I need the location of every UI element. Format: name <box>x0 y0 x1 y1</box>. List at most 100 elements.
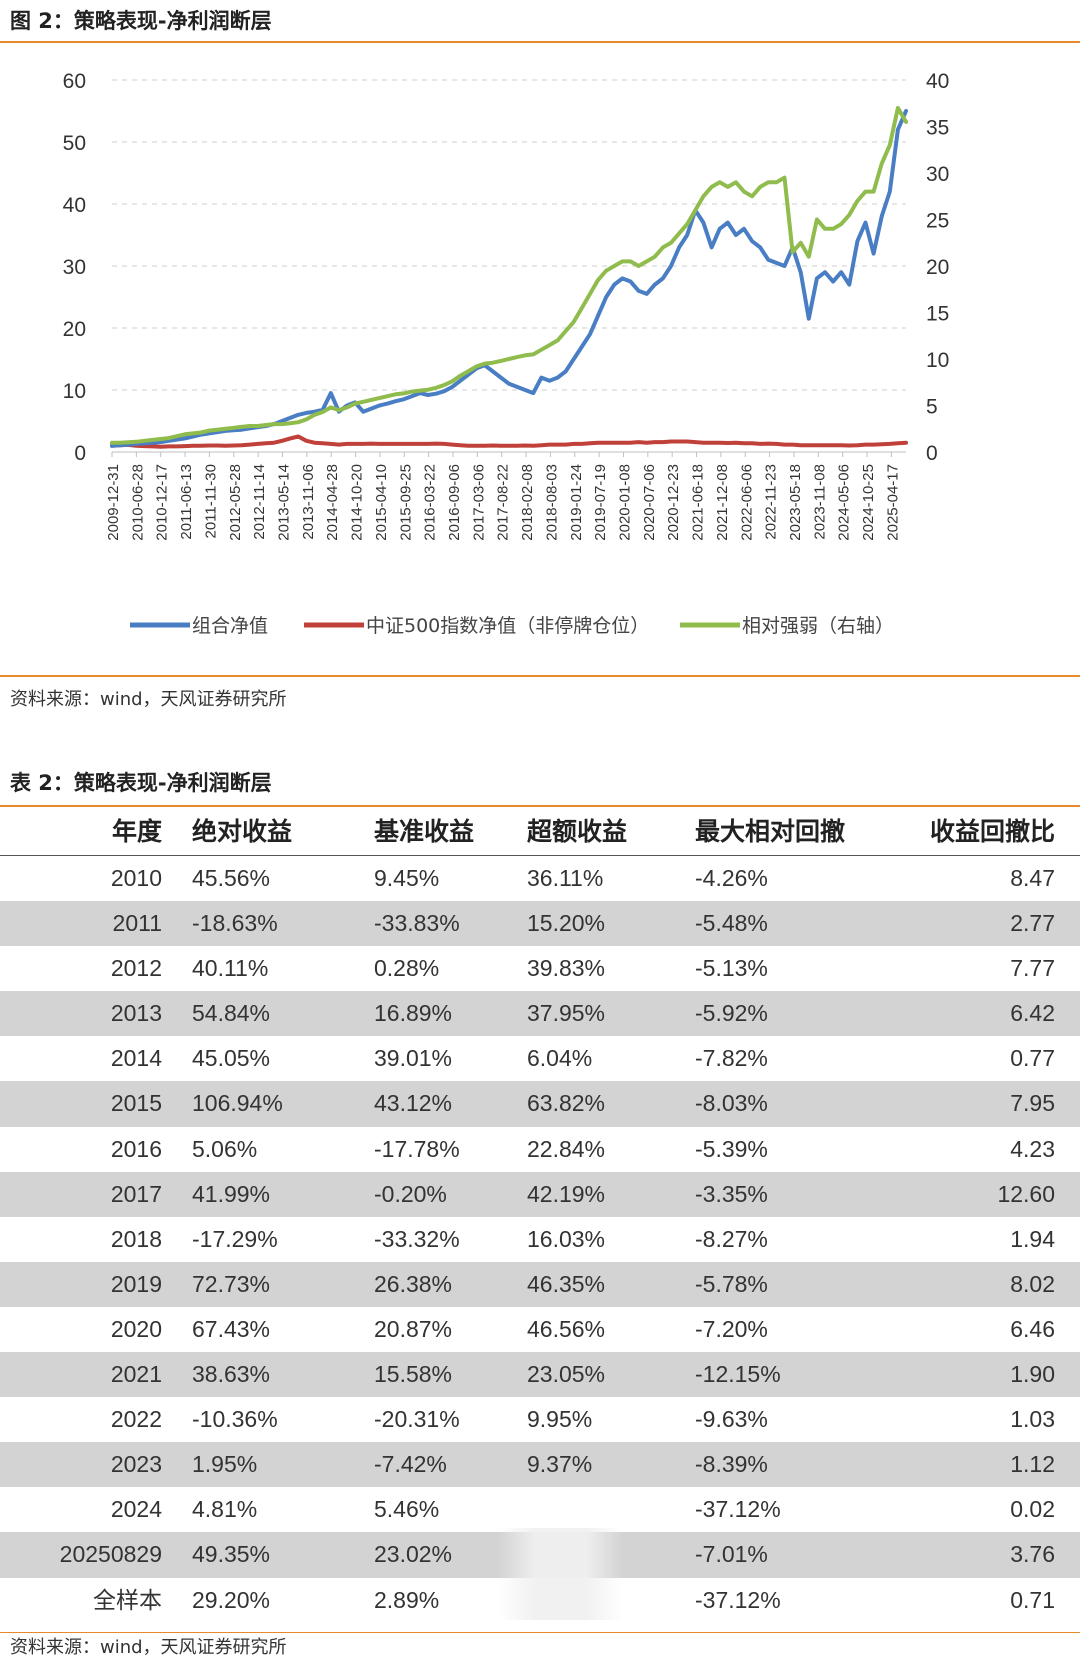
cell-absolute-return: 54.84% <box>192 1000 271 1027</box>
cell-absolute-return: 4.81% <box>192 1496 258 1523</box>
y-right-tick-label: 35 <box>926 117 949 140</box>
cell-return-drawdown-ratio: 12.60 <box>997 1180 1055 1207</box>
cell-max-drawdown: -5.92% <box>695 1000 768 1027</box>
cell-return-drawdown-ratio: 6.42 <box>1010 1000 1055 1027</box>
cell-return-drawdown-ratio: 0.02 <box>1010 1496 1055 1523</box>
y-left-tick-label: 30 <box>63 256 86 279</box>
cell-return-drawdown-ratio: 4.23 <box>1010 1135 1055 1162</box>
cell-excess-return: 46.56% <box>527 1315 606 1342</box>
figure-title: 图 2：策略表现-净利润断层 <box>10 9 272 33</box>
cell-return-drawdown-ratio: 7.77 <box>1010 955 1055 982</box>
cell-excess-return: 9.37% <box>527 1451 593 1478</box>
cell-benchmark-return: -33.32% <box>374 1225 460 1252</box>
cell-absolute-return: 40.11% <box>192 955 269 982</box>
x-tick-label: 2020-07-06 <box>641 464 658 541</box>
x-tick-label: 2018-08-03 <box>543 464 560 541</box>
cell-benchmark-return: 39.01% <box>374 1045 453 1072</box>
table-source: 资料来源：wind，天风证券研究所 <box>10 1637 287 1658</box>
x-tick-label: 2023-05-18 <box>787 464 804 541</box>
cell-max-drawdown: -8.39% <box>695 1451 768 1478</box>
cell-max-drawdown: -12.15% <box>695 1361 781 1388</box>
cell-max-drawdown: -37.12% <box>695 1586 781 1613</box>
y-right-tick-label: 40 <box>926 70 949 93</box>
cell-return-drawdown-ratio: 2.77 <box>1010 910 1055 937</box>
table-row: 2017 41.99% -0.20% 42.19% -3.35% 12.60 <box>0 1171 1080 1217</box>
cell-return-drawdown-ratio: 1.12 <box>1010 1451 1055 1478</box>
x-tick-label: 2019-01-24 <box>568 464 585 541</box>
y-right-tick-label: 30 <box>926 163 949 186</box>
cell-year: 2011 <box>112 910 162 937</box>
cell-year: 2013 <box>110 1000 162 1027</box>
cell-return-drawdown-ratio: 8.02 <box>1010 1270 1055 1297</box>
cell-excess-return: 6.04% <box>527 1045 593 1072</box>
cell-benchmark-return: 9.45% <box>374 865 440 891</box>
cell-benchmark-return: 43.12% <box>374 1090 453 1117</box>
cell-benchmark-return: 2.89% <box>374 1586 440 1613</box>
cell-return-drawdown-ratio: 8.47 <box>1010 865 1055 891</box>
legend-label: 相对强弱（右轴） <box>742 615 894 637</box>
x-tick-label: 2010-12-17 <box>154 464 171 541</box>
cell-absolute-return: 67.43% <box>192 1315 271 1342</box>
table-row: 2021 38.63% 15.58% 23.05% -12.15% 1.90 <box>0 1352 1080 1398</box>
y-left-tick-label: 20 <box>63 318 86 341</box>
cell-return-drawdown-ratio: 6.46 <box>1010 1315 1055 1342</box>
cell-max-drawdown: -4.26% <box>695 865 768 891</box>
x-tick-label: 2013-11-06 <box>300 464 317 540</box>
x-tick-label: 2016-09-06 <box>446 464 463 541</box>
cell-excess-return: 46.35% <box>527 1270 606 1297</box>
cell-max-drawdown: -5.48% <box>695 910 768 937</box>
cell-max-drawdown: -7.20% <box>695 1315 768 1342</box>
table-row: 2020 67.43% 20.87% 46.56% -7.20% 6.46 <box>0 1307 1080 1352</box>
legend-label: 中证500指数净值（非停牌仓位） <box>366 615 649 637</box>
cell-return-drawdown-ratio: 1.94 <box>1010 1225 1055 1252</box>
x-tick-label: 2022-06-06 <box>738 464 755 541</box>
y-right-tick-label: 15 <box>926 303 949 326</box>
cell-max-drawdown: -8.27% <box>695 1225 768 1252</box>
cell-year: 2016 <box>110 1135 162 1162</box>
title-divider <box>0 41 1080 43</box>
x-tick-label: 2011-11-30 <box>202 464 219 539</box>
x-tick-label: 2015-09-25 <box>397 464 414 541</box>
cell-benchmark-return: 23.02% <box>374 1541 453 1568</box>
header-year: 年度 <box>111 817 162 846</box>
cell-absolute-return: 29.20% <box>192 1586 271 1613</box>
cell-absolute-return: -17.29% <box>192 1225 278 1252</box>
x-tick-label: 2017-08-22 <box>495 464 512 541</box>
cell-benchmark-return: -20.31% <box>374 1406 460 1433</box>
cell-benchmark-return: 0.28% <box>374 955 440 982</box>
table-row: 2011 -18.63% -33.83% 15.20% -5.48% 2.77 <box>0 901 1080 947</box>
line-chart: 0 10 20 30 40 50 60 0 5 10 15 20 25 30 35 40 2009-12-31 2… <box>63 70 950 637</box>
cell-year: 2015 <box>110 1090 162 1117</box>
x-tick-label: 2021-06-18 <box>690 464 707 541</box>
cell-absolute-return: -10.36% <box>192 1406 278 1433</box>
cell-return-drawdown-ratio: 3.76 <box>1010 1541 1055 1568</box>
cell-max-drawdown: -5.13% <box>695 955 768 982</box>
header-excess-return: 超额收益 <box>527 817 628 846</box>
table-title: 表 2：策略表现-净利润断层 <box>10 771 272 795</box>
table-row: 全样本 29.20% 2.89% -37.12% 0.71 <box>0 1578 1080 1623</box>
x-tick-label: 2017-03-06 <box>470 464 487 541</box>
cell-benchmark-return: 26.38% <box>374 1270 453 1297</box>
cell-year: 2022 <box>110 1406 162 1433</box>
cell-absolute-return: 45.56% <box>192 865 271 891</box>
x-tick-label: 2024-10-25 <box>860 464 877 541</box>
cell-max-drawdown: -8.03% <box>695 1090 768 1117</box>
x-tick-label: 2020-12-23 <box>665 464 682 541</box>
cell-max-drawdown: -7.82% <box>695 1045 768 1072</box>
series-line-2 <box>110 105 908 445</box>
x-tick-label: 2012-05-28 <box>227 464 244 541</box>
figure-source: 资料来源：wind，天风证券研究所 <box>10 689 287 710</box>
cell-excess-return: 42.19% <box>527 1180 606 1207</box>
x-tick-label: 2012-11-14 <box>251 464 268 540</box>
cell-excess-return: 23.05% <box>527 1361 606 1388</box>
cell-benchmark-return: -0.20% <box>374 1180 447 1207</box>
y-left-tick-label: 60 <box>63 70 86 93</box>
series-line-0 <box>110 109 908 448</box>
cell-max-drawdown: -9.63% <box>695 1406 768 1433</box>
x-tick-label: 2016-03-22 <box>422 464 439 541</box>
cell-year: 2020 <box>110 1315 162 1342</box>
cell-year: 20250829 <box>59 1541 162 1568</box>
table-row: 2014 45.05% 39.01% 6.04% -7.82% 0.77 <box>0 1036 1080 1081</box>
cell-max-drawdown: -5.78% <box>695 1270 768 1297</box>
blurred-watermark <box>498 1528 623 1620</box>
